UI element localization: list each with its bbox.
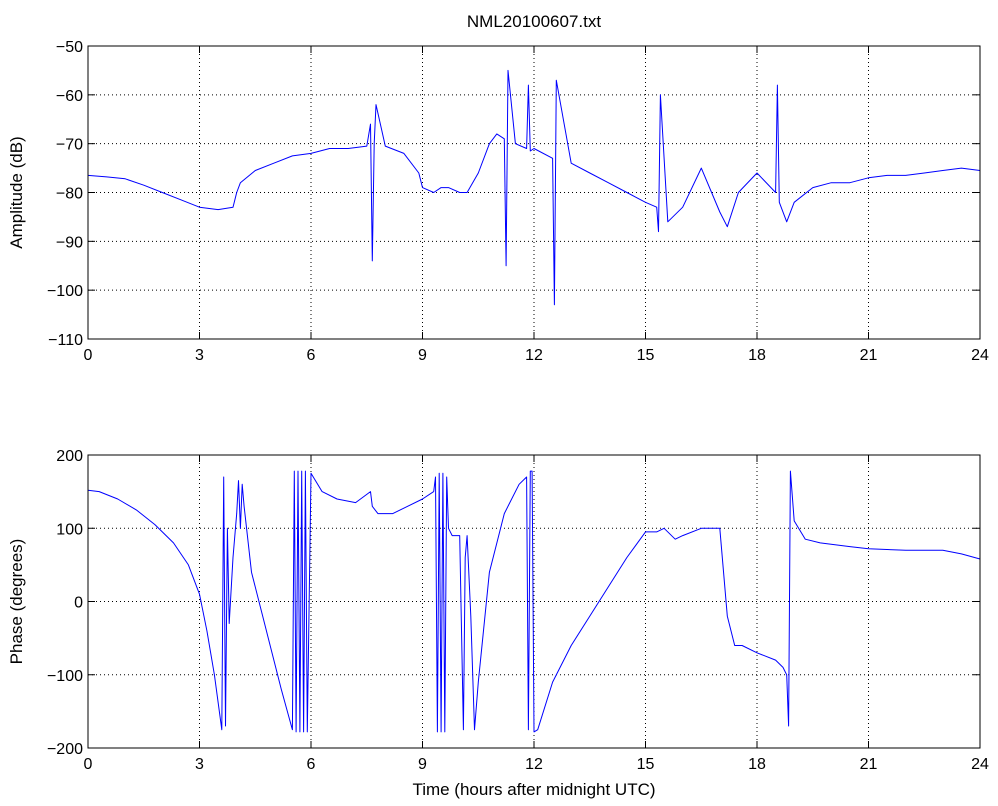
amplitude-y-tick-label: −70 — [56, 137, 83, 154]
amplitude-y-tick-label: −110 — [48, 332, 83, 349]
phase-plot: 0 3 6 9 12 15 18 21 24 −200 −100 0 100 200 Time (hour… — [7, 448, 989, 799]
amplitude-y-tick-label: −90 — [56, 234, 83, 251]
amplitude-x-tick-label: 21 — [860, 347, 878, 364]
phase-series — [87, 470, 981, 733]
phase-y-tick-label: 0 — [74, 595, 83, 612]
phase-y-tick-label: −100 — [47, 668, 83, 685]
amplitude-plot: 0 3 6 9 12 15 18 21 24 −110 −100 −90 −80 −70 −60 −50 NM… — [7, 12, 989, 364]
phase-x-tick-label: 0 — [84, 756, 93, 773]
amplitude-y-tick-label: −50 — [56, 39, 83, 56]
phase-series-line — [87, 470, 981, 733]
phase-x-axis-label: Time (hours after midnight UTC) — [412, 780, 655, 799]
phase-x-tick-label: 21 — [860, 756, 878, 773]
phase-x-tick-label: 6 — [307, 756, 316, 773]
chart-title: NML20100607.txt — [467, 12, 601, 31]
amplitude-series — [87, 69, 981, 306]
amplitude-x-tick-label: 15 — [637, 347, 655, 364]
phase-y-tick-label: 200 — [56, 448, 83, 465]
amplitude-plot-area — [88, 46, 980, 339]
phase-y-tick-label: 100 — [56, 521, 83, 538]
phase-y-tick-label: −200 — [47, 741, 83, 758]
amplitude-y-tick-label: −100 — [47, 283, 83, 300]
amplitude-y-axis-label: Amplitude (dB) — [7, 136, 26, 248]
amplitude-x-tick-label: 24 — [971, 347, 989, 364]
phase-x-tick-label: 18 — [748, 756, 766, 773]
phase-x-tick-label: 15 — [637, 756, 655, 773]
amplitude-x-tick-label: 6 — [307, 347, 316, 364]
phase-x-tick-label: 3 — [195, 756, 204, 773]
amplitude-x-tick-label: 0 — [84, 347, 93, 364]
amplitude-y-tick-label: −80 — [56, 186, 83, 203]
phase-x-tick-label: 9 — [418, 756, 427, 773]
amplitude-x-tick-label: 18 — [748, 347, 766, 364]
phase-y-axis-label: Phase (degrees) — [7, 539, 26, 665]
amplitude-y-tick-label: −60 — [56, 88, 83, 105]
amplitude-x-tick-label: 9 — [418, 347, 427, 364]
phase-x-tick-label: 12 — [525, 756, 543, 773]
amplitude-series-line — [87, 69, 981, 306]
amplitude-x-tick-label: 12 — [525, 347, 543, 364]
amplitude-ticks: 0 3 6 9 12 15 18 21 24 −110 −100 −90 −80 −70 −60 −50 — [47, 39, 989, 364]
amplitude-x-tick-label: 3 — [195, 347, 204, 364]
phase-x-tick-label: 24 — [971, 756, 989, 773]
phase-ticks: 0 3 6 9 12 15 18 21 24 −200 −100 0 100 200 — [47, 448, 989, 773]
